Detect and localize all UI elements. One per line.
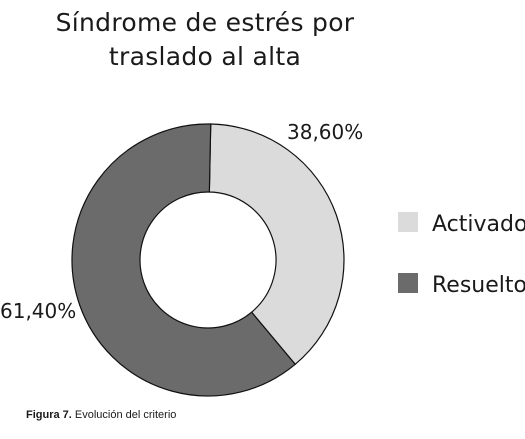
- chart-title-line-1: Síndrome de estrés por: [55, 8, 355, 37]
- slice-label-activado: 38,60%: [287, 120, 363, 144]
- legend-swatch-activado: [398, 212, 418, 232]
- slice-label-resuelto: 61,40%: [0, 299, 76, 323]
- donut-chart: 38,60% 61,40% Activado Resuelto: [0, 120, 525, 397]
- legend-swatch-resuelto: [398, 273, 418, 293]
- figure-caption-text: Evolución del criterio: [74, 409, 177, 421]
- chart-title-line-2: traslado al alta: [108, 42, 302, 71]
- chart-title: Síndrome de estrés por traslado al alta: [0, 6, 410, 74]
- donut-slices: [71, 123, 345, 397]
- legend-label-resuelto: Resuelto: [432, 273, 525, 298]
- figure-number: Figura 7.: [26, 409, 72, 421]
- donut-slice-resuelto: [71, 123, 297, 397]
- donut-slice-activado: [208, 123, 345, 366]
- legend-label-activado: Activado: [432, 212, 525, 237]
- figure-caption: Figura 7. Evolución del criterio: [26, 409, 176, 421]
- legend: Activado Resuelto: [398, 212, 525, 298]
